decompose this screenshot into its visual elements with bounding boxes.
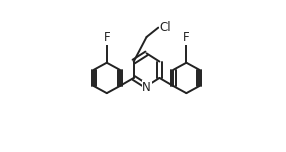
Text: N: N <box>142 81 151 94</box>
Text: F: F <box>104 31 110 44</box>
Text: F: F <box>183 31 190 44</box>
Text: Cl: Cl <box>160 21 171 34</box>
